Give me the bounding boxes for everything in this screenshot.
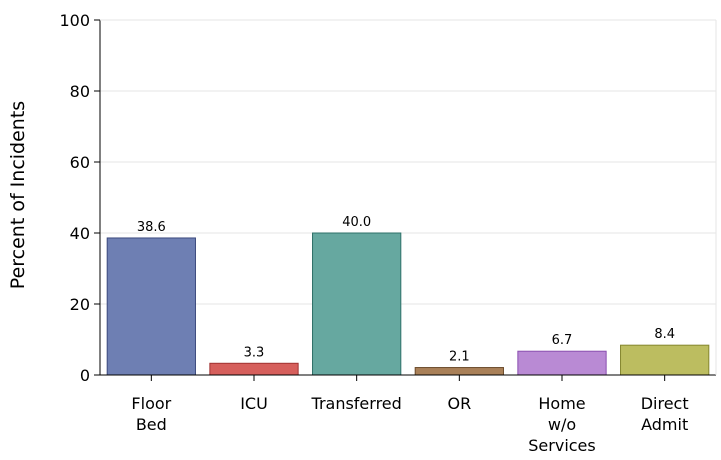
bar-value-label: 2.1 <box>449 350 470 365</box>
x-tick-label: Admit <box>641 415 688 434</box>
bar-value-label: 8.4 <box>654 327 675 342</box>
y-tick-label: 80 <box>70 82 90 101</box>
y-tick-label: 40 <box>70 224 90 243</box>
x-tick-labels: Floor Bed ICU Transferred OR Home w/o Services D… <box>131 394 688 455</box>
bar-value-label: 3.3 <box>244 345 265 360</box>
x-tick-label: Services <box>528 436 595 455</box>
x-tick-label: Bed <box>136 415 167 434</box>
bar-value-label: 40.0 <box>342 215 371 230</box>
y-axis-title: Percent of Incidents <box>7 101 29 289</box>
axes <box>94 19 717 381</box>
bar <box>620 344 710 376</box>
bar <box>209 362 299 376</box>
y-tick-label: 20 <box>70 295 90 314</box>
y-tick-label: 0 <box>80 366 90 385</box>
value-labels: 38.6 3.3 40.0 2.1 6.7 8.4 <box>137 215 675 365</box>
x-tick-label: Direct <box>641 394 689 413</box>
x-tick-label: Home <box>538 394 585 413</box>
x-tick-label: w/o <box>548 415 576 434</box>
bar <box>312 232 402 376</box>
bar-value-label: 38.6 <box>137 220 166 235</box>
bar <box>517 350 607 376</box>
bar <box>106 237 196 376</box>
y-tick-label: 100 <box>59 11 90 30</box>
x-tick-label: Transferred <box>311 394 402 413</box>
x-tick-label: OR <box>447 394 471 413</box>
bars <box>106 232 710 376</box>
x-tick-label: Floor <box>131 394 171 413</box>
x-tick-label: ICU <box>240 394 268 413</box>
y-tick-labels: 0 20 40 60 80 100 <box>59 11 90 385</box>
y-tick-label: 60 <box>70 153 90 172</box>
bar <box>414 367 504 376</box>
bar-value-label: 6.7 <box>552 333 573 348</box>
